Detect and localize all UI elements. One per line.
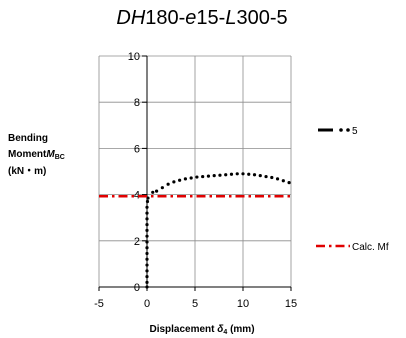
x-axis-label-text: Displacement [149, 324, 217, 335]
data-point [145, 251, 149, 256]
data-point [229, 172, 234, 176]
x-tick-label: 5 [192, 298, 198, 310]
chart-title-part: DH [116, 7, 145, 29]
data-point [183, 177, 187, 181]
data-point [145, 280, 149, 284]
y-axis-label-line: MomentMBC [8, 149, 65, 161]
x-axis-label: Displacement δ4 (mm) [149, 324, 254, 336]
data-point [145, 269, 149, 273]
data-point [224, 173, 228, 177]
data-point [145, 199, 150, 204]
legend: 5 Calc. Mf [316, 126, 389, 253]
x-tick-label: 0 [144, 298, 150, 310]
y-axis-label-line: (kN・m) [8, 166, 46, 177]
data-point [206, 174, 211, 178]
data-point [145, 285, 149, 289]
data-point [212, 174, 216, 178]
data-point [258, 174, 262, 178]
y-tick-label: 2 [134, 236, 140, 248]
x-tick-label: -5 [94, 298, 104, 310]
data-point [201, 174, 205, 179]
data-point [145, 217, 149, 221]
data-point [252, 173, 257, 177]
x-axis-label-subscript: 4 [223, 329, 227, 336]
data-point [155, 189, 159, 193]
data-point [235, 172, 239, 176]
data-point [145, 205, 149, 209]
data-point [145, 246, 149, 250]
plot-area: 0 2 4 6 8 10 -5 0 5 10 15 [94, 51, 297, 310]
data-point [151, 190, 155, 194]
chart-title-part: L [225, 7, 236, 29]
chart-title-part: 180- [145, 7, 185, 29]
legend-swatch-dot [339, 128, 343, 132]
data-point [195, 175, 199, 179]
data-point [145, 263, 149, 267]
legend-entry-label: Calc. Mf [352, 242, 389, 253]
x-axis-label-symbol: δ [217, 324, 224, 335]
data-point [287, 180, 291, 185]
data-point [145, 240, 149, 244]
x-tick-label: 10 [237, 298, 249, 310]
y-axis-label-text: Moment [8, 149, 47, 160]
data-point [166, 182, 170, 186]
data-point [145, 234, 149, 238]
x-tick-label: 15 [285, 298, 297, 310]
chart-title-part: 300-5 [236, 7, 287, 29]
y-axis-label: Bending MomentMBC (kN・m) [8, 133, 65, 177]
series-5 [145, 172, 291, 289]
data-point [145, 257, 149, 261]
y-tick-label: 6 [134, 143, 140, 155]
data-point [145, 275, 149, 279]
y-tick-label: 4 [134, 190, 140, 202]
chart-title-part: 15- [196, 7, 225, 29]
legend-swatch-dot [346, 128, 350, 132]
data-point [241, 172, 245, 176]
y-tick-label: 8 [134, 97, 140, 109]
y-tick-label: 0 [134, 282, 140, 294]
x-axis-label-unit: (mm) [227, 324, 254, 335]
data-point [172, 180, 176, 184]
y-axis-label-line: Bending [8, 133, 48, 144]
data-point [145, 223, 149, 227]
data-point [145, 211, 149, 215]
chart-title: DH180-e15-L300-5 [116, 7, 287, 29]
data-point [189, 176, 193, 180]
data-point [270, 175, 274, 180]
data-point [146, 196, 150, 200]
y-axis-label-subscript: BC [55, 154, 65, 161]
y-axis-label-symbol: M [46, 149, 55, 160]
legend-entry-label: 5 [352, 126, 358, 137]
data-point [160, 186, 164, 190]
y-tick-label: 10 [128, 51, 140, 63]
chart-title-part: e [185, 7, 196, 29]
data-point [247, 172, 251, 176]
data-point [145, 228, 149, 233]
data-point [264, 174, 268, 179]
data-point [281, 179, 285, 183]
data-point [178, 178, 182, 182]
data-point [218, 173, 222, 177]
data-point [275, 177, 280, 181]
